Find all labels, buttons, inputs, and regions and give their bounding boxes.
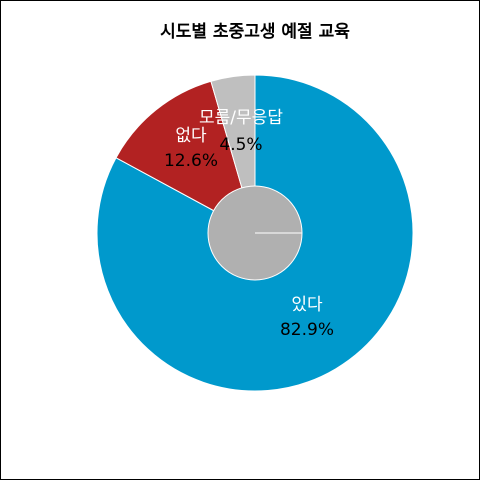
chart-title: 시도별 초중고생 예절 교육 — [160, 21, 350, 42]
slice-percent-label: 4.5% — [219, 135, 262, 155]
pie-slice — [115, 80, 256, 235]
slice-label: 없다 — [175, 126, 207, 146]
pie-labels: 있다 82.9% 없다 12.6% 모름/무응답 4.5% — [164, 108, 334, 340]
slice-label: 있다 — [291, 295, 323, 315]
slice-percent-label: 82.9% — [280, 320, 334, 340]
slice-percent-label: 12.6% — [164, 151, 218, 171]
slice-label: 모름/무응답 — [199, 108, 283, 128]
